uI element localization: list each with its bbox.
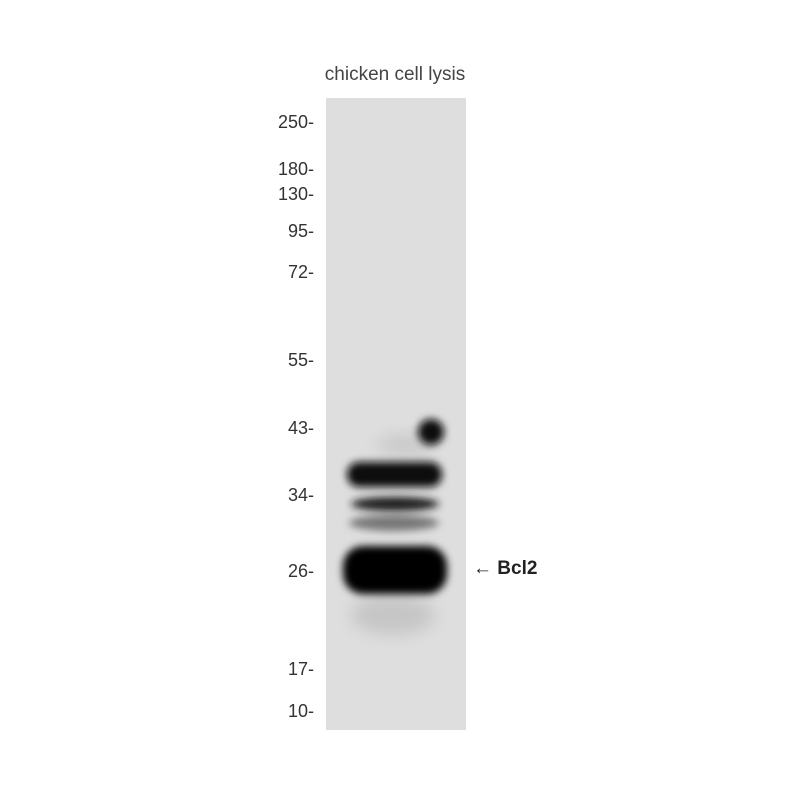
- band-faint: [349, 515, 439, 531]
- marker-label-250: 250-: [277, 112, 314, 132]
- sample-label: chicken cell lysis: [324, 64, 466, 85]
- band-smear-lower: [351, 595, 435, 635]
- band-smear: [377, 435, 433, 455]
- band-bcl2: [343, 546, 447, 594]
- marker-label-130: 130-: [277, 184, 314, 204]
- target-protein-label: Bcl2: [497, 558, 538, 579]
- target-annotation: ← Bcl2: [473, 558, 537, 580]
- marker-label-95: 95-: [287, 221, 314, 241]
- marker-label-180: 180-: [277, 159, 314, 179]
- arrow-left-icon: ←: [473, 558, 492, 579]
- marker-label-26: 26-: [287, 561, 314, 581]
- marker-label-43: 43-: [287, 418, 314, 438]
- marker-label-17: 17-: [287, 659, 314, 679]
- marker-label-72: 72-: [287, 262, 314, 282]
- band-37: [347, 462, 442, 487]
- marker-label-34: 34-: [287, 485, 314, 505]
- band-34: [351, 497, 439, 511]
- marker-label-55: 55-: [287, 350, 314, 370]
- band-43: [418, 419, 444, 445]
- membrane: [326, 98, 466, 730]
- marker-label-10: 10-: [287, 701, 314, 721]
